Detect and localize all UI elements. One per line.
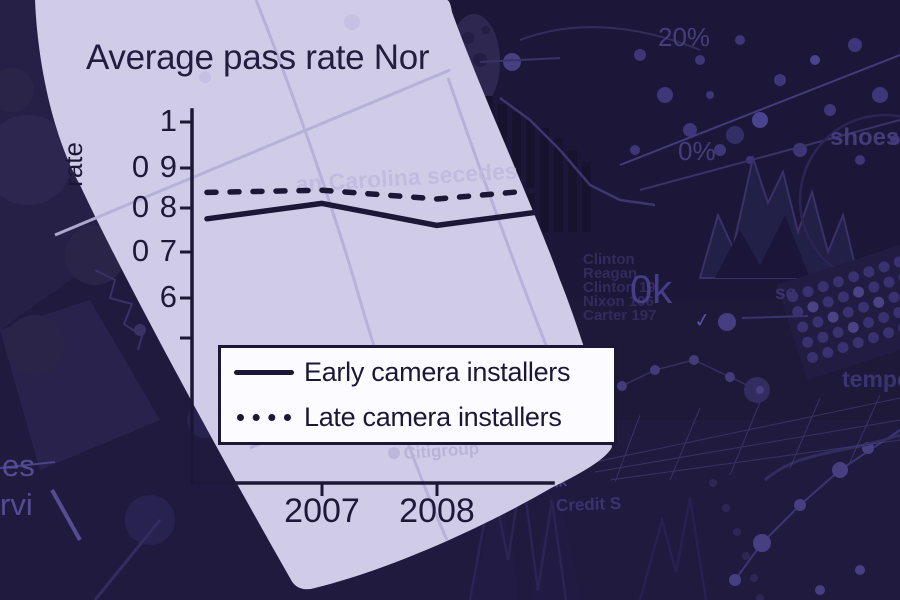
legend-label-late: Late camera installers xyxy=(304,402,562,432)
decor-map-dot xyxy=(134,324,146,336)
decor-circles-topleft xyxy=(0,46,223,545)
dotted-line-swatch xyxy=(237,414,291,421)
bg-label-president-3: Clinton 19 xyxy=(583,279,656,296)
y-tick-label-06: 6 xyxy=(159,279,178,314)
decor-network-bottom-nodes xyxy=(729,386,874,595)
decor-curve-top xyxy=(519,26,701,51)
decor-dot-matrix xyxy=(776,235,900,381)
bg-label-president-5: Carter 197 xyxy=(583,307,657,324)
decor-wave-line xyxy=(764,433,900,482)
x-tick-label-2007: 2007 xyxy=(284,492,360,530)
bg-label-0k: 0k xyxy=(630,268,673,312)
card-blob-1 xyxy=(344,14,360,30)
card-seams xyxy=(54,0,550,541)
bg-label-0pct: 0% xyxy=(678,136,716,166)
legend-label-early: Early camera installers xyxy=(304,357,571,387)
decor-spike-line-2 xyxy=(638,497,708,600)
series-line-late-camera-installers xyxy=(204,187,540,202)
x-axis-ticks xyxy=(320,483,439,496)
bg-label-20pct: 20% xyxy=(658,22,711,52)
chart-legend: Early camera installers Late camera inst… xyxy=(218,345,617,445)
y-tick-label-1: 1 xyxy=(159,103,178,138)
decor-scatter-dots xyxy=(630,35,900,165)
decor-spike-fill-1 xyxy=(470,480,520,600)
legend-item-late: Late camera installers xyxy=(221,397,614,439)
bg-label-president-1: Clinton xyxy=(583,251,635,268)
decor-node-line xyxy=(479,57,561,63)
bg-label-es: es xyxy=(2,448,35,483)
y-axis-ticks xyxy=(180,120,192,340)
bg-label-rvi: rvi xyxy=(0,487,33,522)
x-tick-label-2008: 2008 xyxy=(399,492,475,530)
bg-label-tempe: tempe xyxy=(842,366,900,392)
decor-map-borders xyxy=(94,269,144,351)
decor-mountain-front xyxy=(715,215,810,278)
bg-label-president-4: Nixon 196 xyxy=(583,293,654,310)
legend-item-early: Early camera installers xyxy=(221,352,614,394)
decor-check-line xyxy=(741,315,809,319)
chart-title: Average pass rate Nor xyxy=(86,38,430,77)
bg-label-sc: sc xyxy=(775,283,797,304)
decor-dotted-arc xyxy=(709,479,764,600)
decor-mesh xyxy=(594,394,900,483)
card-citigroup-dot xyxy=(388,447,400,459)
y-tick-label-09: 0 9 xyxy=(131,149,178,184)
y-tick-label-07: 0 7 xyxy=(131,233,178,268)
decor-trend-line-1 xyxy=(619,54,900,166)
decor-decline-line xyxy=(499,96,656,207)
decor-check-dot xyxy=(718,313,736,331)
decor-node-dot xyxy=(503,53,521,71)
series-line-early-camera-installers xyxy=(204,200,540,229)
solid-line-swatch xyxy=(234,370,294,375)
y-tick-label-08: 0 8 xyxy=(131,189,178,224)
decor-rvi-slash xyxy=(50,489,82,541)
bg-label-president-2: Reagan xyxy=(583,265,638,282)
decor-trend-line-2 xyxy=(639,119,900,191)
card-blob-2 xyxy=(199,71,211,83)
decor-left-diag xyxy=(93,519,162,600)
bg-label-shoes: shoes xyxy=(830,124,900,151)
y-axis-label: rate xyxy=(58,142,88,187)
decor-left-line xyxy=(0,461,56,469)
